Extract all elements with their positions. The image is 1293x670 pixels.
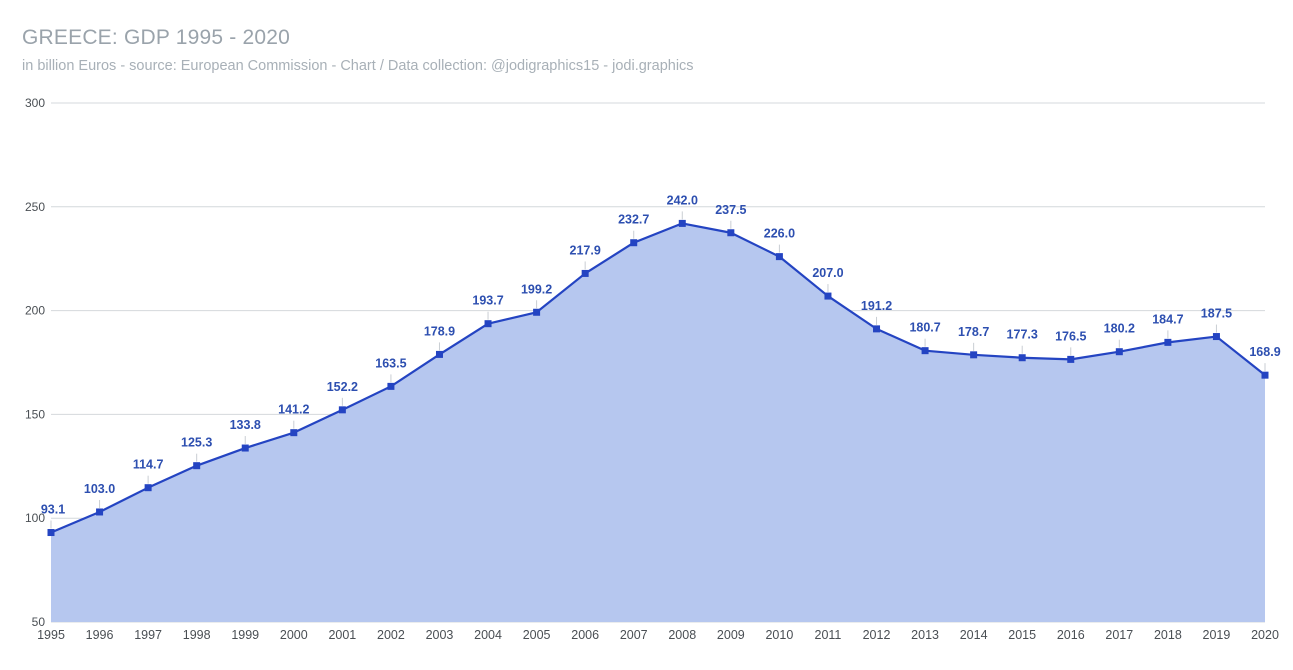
y-tick-label: 100 [25, 511, 45, 525]
x-tick-label: 2008 [668, 628, 696, 642]
data-label: 93.1 [41, 503, 65, 517]
x-tick-label: 2001 [328, 628, 356, 642]
data-label: 217.9 [570, 243, 601, 257]
data-label: 176.5 [1055, 329, 1086, 343]
x-tick-label: 1997 [134, 628, 162, 642]
data-point [47, 529, 55, 537]
data-label: 178.7 [958, 325, 989, 339]
data-point [775, 253, 783, 261]
data-point [1067, 355, 1075, 363]
data-point [387, 382, 395, 390]
area-fill-layer [51, 223, 1265, 622]
data-label: 180.7 [909, 321, 940, 335]
data-label: 242.0 [667, 193, 698, 207]
data-label: 180.2 [1104, 322, 1135, 336]
x-tick-label: 1998 [183, 628, 211, 642]
y-tick-label: 250 [25, 200, 45, 214]
data-label: 184.7 [1152, 312, 1183, 326]
x-tick-label: 2003 [426, 628, 454, 642]
data-label: 133.8 [230, 418, 261, 432]
x-tick-label: 2015 [1008, 628, 1036, 642]
x-tick-label: 2010 [765, 628, 793, 642]
data-point [581, 269, 589, 277]
data-point [241, 444, 249, 452]
data-point [484, 320, 492, 328]
data-label: 193.7 [472, 294, 503, 308]
data-point [873, 325, 881, 333]
x-tick-label: 1995 [37, 628, 65, 642]
data-point [921, 347, 929, 355]
x-tick-label: 2011 [815, 628, 842, 642]
x-tick-label: 2017 [1105, 628, 1133, 642]
data-point [678, 219, 686, 227]
data-point [1018, 354, 1026, 362]
data-label: 187.5 [1201, 307, 1232, 321]
x-tick-label: 2018 [1154, 628, 1182, 642]
x-tick-label: 2020 [1251, 628, 1279, 642]
data-label: 163.5 [375, 356, 406, 370]
x-tick-label: 2013 [911, 628, 939, 642]
x-tick-label: 2006 [571, 628, 599, 642]
data-point [144, 484, 152, 492]
x-tick-label: 2016 [1057, 628, 1085, 642]
data-point [970, 351, 978, 359]
data-label: 177.3 [1007, 328, 1038, 342]
data-point [824, 292, 832, 300]
x-tick-label: 1999 [231, 628, 259, 642]
x-tick-label: 2005 [523, 628, 551, 642]
y-tick-label: 50 [32, 615, 46, 629]
data-label: 125.3 [181, 436, 212, 450]
data-labels: 93.1 103.0 114.7 125.3 133.8 141.2 152.2 163.5 1… [41, 193, 1281, 516]
chart-title: GREECE: GDP 1995 - 2020 [22, 26, 291, 49]
data-point [1115, 348, 1123, 356]
y-tick-label: 200 [25, 304, 45, 318]
data-label: 232.7 [618, 213, 649, 227]
data-label: 237.5 [715, 203, 746, 217]
data-point [1212, 333, 1220, 341]
x-tick-label: 2009 [717, 628, 745, 642]
series-line [50, 222, 1266, 534]
data-label: 103.0 [84, 482, 115, 496]
x-tick-label: 2012 [863, 628, 891, 642]
chart-subtitle: in billion Euros - source: European Comm… [22, 58, 694, 74]
data-label: 168.9 [1249, 345, 1280, 359]
data-point [1261, 371, 1269, 379]
label-guides [50, 211, 1266, 529]
x-axis: 1995 1996 1997 1998 1999 2000 2001 2002 2003 2004… [37, 628, 1279, 642]
y-tick-label: 150 [25, 407, 45, 421]
x-tick-label: 2019 [1203, 628, 1231, 642]
data-label: 141.2 [278, 403, 309, 417]
x-tick-label: 2014 [960, 628, 988, 642]
data-label: 207.0 [812, 266, 843, 280]
data-point [1164, 338, 1172, 346]
data-point [338, 406, 346, 414]
data-point [630, 239, 638, 247]
series-line-layer [50, 222, 1266, 534]
x-tick-label: 2002 [377, 628, 405, 642]
x-tick-label: 2004 [474, 628, 502, 642]
data-label: 226.0 [764, 227, 795, 241]
data-label: 114.7 [133, 458, 164, 472]
area-fill [51, 223, 1265, 622]
data-label: 152.2 [327, 380, 358, 394]
y-axis: 50 100 150 200 250 300 [25, 96, 45, 629]
x-tick-label: 1996 [86, 628, 114, 642]
data-point [96, 508, 104, 516]
data-label: 199.2 [521, 282, 552, 296]
data-point [435, 350, 443, 358]
data-point [290, 429, 298, 437]
data-label: 191.2 [861, 299, 892, 313]
data-point [193, 462, 201, 470]
data-point [533, 308, 541, 316]
y-tick-label: 300 [25, 96, 45, 110]
data-point [727, 229, 735, 237]
x-tick-label: 2000 [280, 628, 308, 642]
data-label: 178.9 [424, 324, 455, 338]
data-points [47, 219, 1269, 537]
x-tick-label: 2007 [620, 628, 648, 642]
